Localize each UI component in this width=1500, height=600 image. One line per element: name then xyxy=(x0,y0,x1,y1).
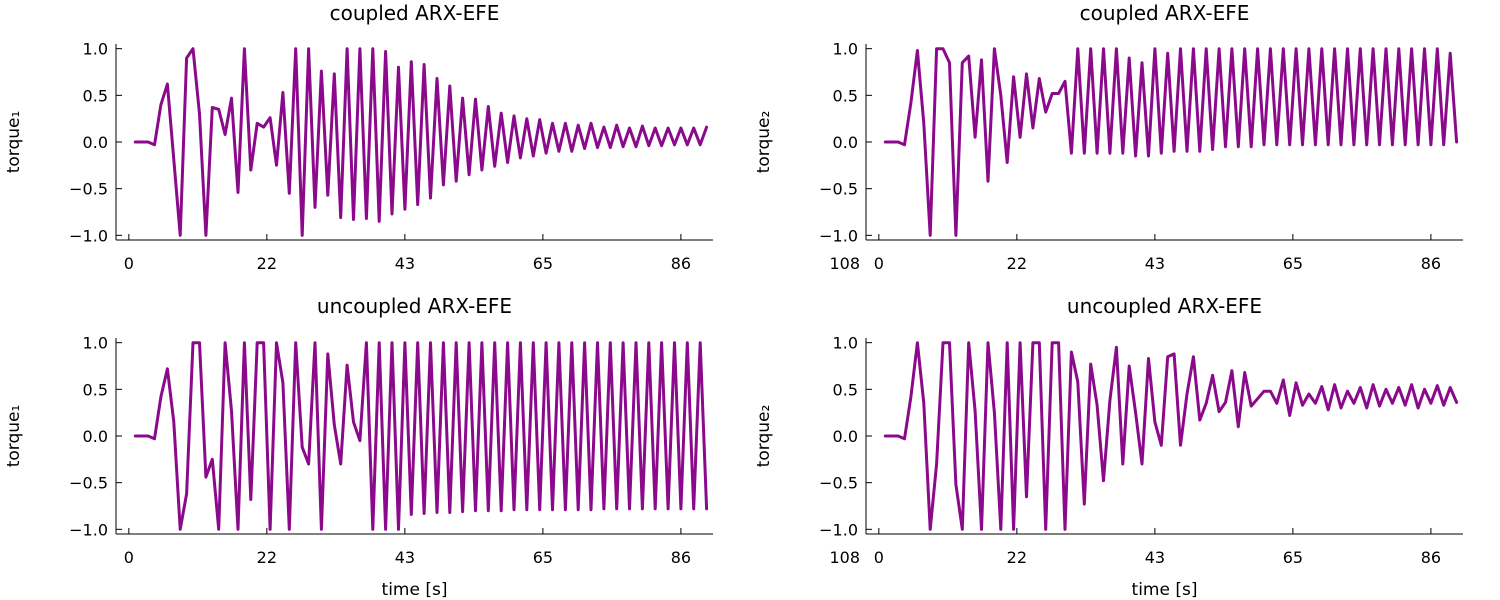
y-tick-label: −0.5 xyxy=(819,474,858,493)
chart-title: coupled ARX-EFE xyxy=(330,1,500,25)
x-axis-label: time [s] xyxy=(1132,580,1198,600)
subplot-1: coupled ARX-EFE 1.0 0.5 0.0 −0.5 −1.0 0 22 43 65 8… xyxy=(4,1,713,273)
series-line-torque1 xyxy=(133,47,709,237)
series-line-torque2 xyxy=(883,341,1459,531)
chart-title: uncoupled ARX-EFE xyxy=(1067,294,1262,318)
x-tick-label-extra: 108 xyxy=(829,548,860,567)
x-tick-label: 43 xyxy=(395,254,415,273)
y-axis-label: torque₂ xyxy=(754,405,774,468)
x-tick-label: 22 xyxy=(257,254,277,273)
x-tick-label: 0 xyxy=(124,548,134,567)
y-tick-label: 1.0 xyxy=(833,334,858,353)
x-tick-label: 86 xyxy=(671,254,691,273)
y-tick-label: 1.0 xyxy=(83,334,108,353)
y-axis-label: torque₁ xyxy=(4,405,24,468)
y-tick-label: 0.0 xyxy=(83,427,108,446)
y-tick-label: 0.5 xyxy=(83,86,108,105)
y-tick-label: 0.5 xyxy=(83,380,108,399)
y-tick-label: 0.5 xyxy=(833,86,858,105)
y-tick-label: 1.0 xyxy=(83,40,108,59)
x-tick-label: 65 xyxy=(533,254,553,273)
subplot-4: uncoupled ARX-EFE 1.0 0.5 0.0 −0.5 −1.0 0 22 43 6… xyxy=(754,294,1463,600)
x-tick-label: 22 xyxy=(257,548,277,567)
x-tick-label: 22 xyxy=(1007,548,1027,567)
x-tick-label: 65 xyxy=(533,548,553,567)
series-line-torque2 xyxy=(883,47,1459,237)
series-line-torque1 xyxy=(133,341,709,531)
x-tick-label: 22 xyxy=(1007,254,1027,273)
y-tick-label: 0.5 xyxy=(833,380,858,399)
y-tick-label: −1.0 xyxy=(69,226,108,245)
x-tick-label: 0 xyxy=(874,254,884,273)
y-tick-label: 1.0 xyxy=(833,40,858,59)
y-tick-label: −1.0 xyxy=(69,520,108,539)
x-tick-label: 65 xyxy=(1283,254,1303,273)
x-tick-label: 86 xyxy=(671,548,691,567)
y-tick-label: −1.0 xyxy=(819,226,858,245)
x-tick-label: 43 xyxy=(395,548,415,567)
x-tick-label: 65 xyxy=(1283,548,1303,567)
x-tick-label: 86 xyxy=(1421,548,1441,567)
y-tick-label: 0.0 xyxy=(833,133,858,152)
x-tick-label: 0 xyxy=(874,548,884,567)
x-tick-label-extra: 108 xyxy=(829,254,860,273)
y-axis-label: torque₂ xyxy=(754,111,774,174)
y-tick-label: −0.5 xyxy=(69,474,108,493)
y-tick-label: 0.0 xyxy=(83,133,108,152)
x-tick-label: 43 xyxy=(1145,548,1165,567)
chart-title: coupled ARX-EFE xyxy=(1080,1,1250,25)
x-tick-label: 43 xyxy=(1145,254,1165,273)
subplot-3: uncoupled ARX-EFE 1.0 0.5 0.0 −0.5 −1.0 0 22 43 6… xyxy=(4,294,713,600)
y-tick-label: 0.0 xyxy=(833,427,858,446)
y-tick-label: −0.5 xyxy=(819,180,858,199)
y-axis-label: torque₁ xyxy=(4,111,24,174)
x-tick-label: 0 xyxy=(124,254,134,273)
x-axis-label: time [s] xyxy=(382,580,448,600)
subplot-2: coupled ARX-EFE 1.0 0.5 0.0 −0.5 −1.0 0 22 43 65 8… xyxy=(754,1,1463,273)
chart-title: uncoupled ARX-EFE xyxy=(317,294,512,318)
y-tick-label: −0.5 xyxy=(69,180,108,199)
x-tick-label: 86 xyxy=(1421,254,1441,273)
y-tick-label: −1.0 xyxy=(819,520,858,539)
